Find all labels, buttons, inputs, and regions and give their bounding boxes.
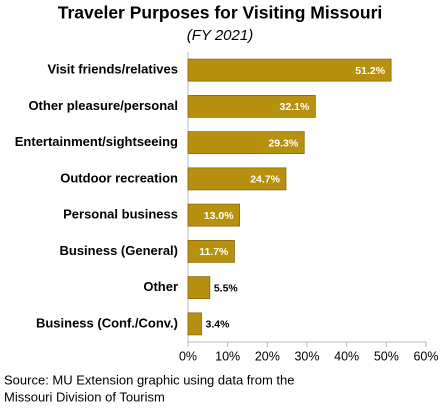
y-tick-label: Entertainment/sightseeing [15, 134, 178, 149]
y-tick-label: Personal business [63, 207, 178, 222]
value-label: 3.4% [205, 319, 230, 331]
chart-subtitle: (FY 2021) [187, 27, 253, 44]
y-tick-label: Visit friends/relatives [47, 62, 178, 77]
bar [187, 239, 235, 263]
bar [187, 276, 211, 300]
y-tick-label: Business (Conf./Conv.) [36, 315, 178, 330]
bar [187, 131, 305, 155]
x-tick-label: 60% [413, 349, 438, 363]
bar [187, 58, 392, 82]
x-tick-label: 40% [334, 349, 359, 363]
y-tick-label: Business (General) [60, 243, 179, 258]
source-note: Missouri Division of Tourism [4, 389, 165, 404]
x-tick-label: 50% [374, 349, 399, 363]
bar [187, 167, 287, 191]
x-tick-label: 10% [215, 349, 240, 363]
value-label: 11.7% [199, 246, 229, 258]
y-tick-label: Other pleasure/personal [28, 98, 178, 113]
value-label: 5.5% [214, 282, 239, 294]
x-tick-label: 0% [179, 349, 197, 363]
bar [187, 312, 202, 336]
value-label: 32.1% [280, 101, 310, 113]
x-tick-label: 20% [255, 349, 280, 363]
x-tick-label: 30% [294, 349, 319, 363]
chart-title: Traveler Purposes for Visiting Missouri [58, 3, 383, 23]
bar [187, 203, 240, 227]
value-label: 29.3% [268, 137, 298, 149]
source-note: Source: MU Extension graphic using data … [4, 372, 294, 387]
y-tick-label: Outdoor recreation [60, 170, 178, 185]
value-label: 13.0% [204, 210, 234, 222]
y-tick-label: Other [143, 279, 178, 294]
value-label: 51.2% [355, 65, 385, 77]
value-label: 24.7% [250, 174, 280, 186]
bar [187, 94, 316, 118]
